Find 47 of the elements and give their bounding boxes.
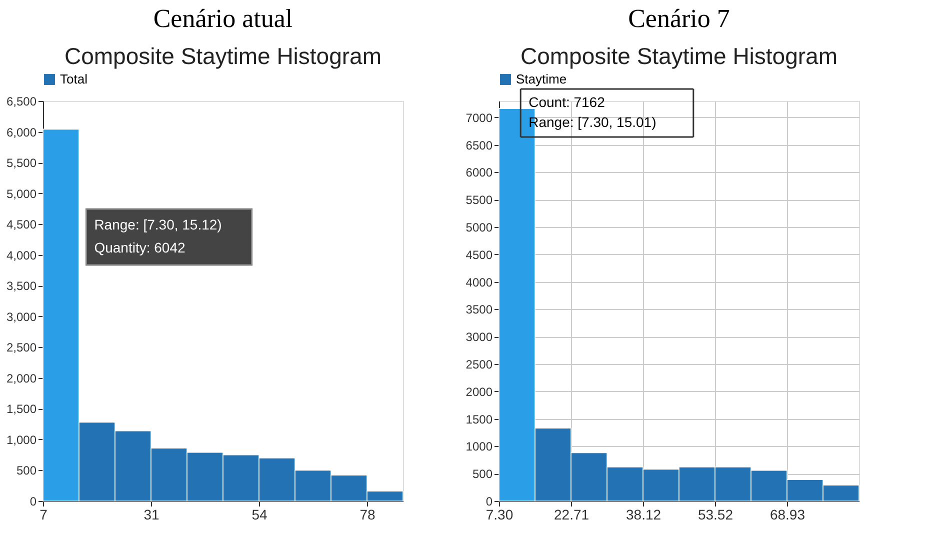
y-tick-label: 4000 bbox=[466, 275, 493, 290]
annotation: Range: [7.30, 15.12) bbox=[94, 216, 222, 232]
x-tick-label: 22.71 bbox=[554, 506, 590, 522]
legend-label: Total bbox=[60, 72, 88, 86]
chart-subtitle: Composite Staytime Histogram bbox=[64, 43, 382, 69]
y-tick-label: 6,500 bbox=[6, 94, 37, 108]
annotation: Count: 7162 bbox=[528, 94, 606, 110]
legend-label: Staytime bbox=[516, 72, 567, 86]
y-tick-label: 500 bbox=[16, 464, 37, 478]
x-tick-label: 31 bbox=[144, 506, 160, 522]
y-tick-label: 1500 bbox=[466, 412, 493, 426]
x-tick-label: 7 bbox=[40, 506, 48, 522]
y-tick-label: 4500 bbox=[466, 248, 493, 262]
y-tick-label: 6500 bbox=[466, 138, 493, 152]
y-tick-label: 2500 bbox=[466, 358, 493, 372]
y-tick-label: 5,000 bbox=[6, 186, 37, 201]
y-tick-label: 7000 bbox=[466, 110, 493, 125]
y-tick-label: 1,500 bbox=[6, 402, 37, 416]
x-tick-label: 53.52 bbox=[698, 506, 734, 522]
x-tick-label: 78 bbox=[360, 506, 376, 522]
y-tick-label: 4,500 bbox=[6, 218, 37, 232]
y-tick-label: 0 bbox=[486, 494, 493, 508]
y-tick-label: 0 bbox=[30, 494, 37, 508]
chart-subtitle: Composite Staytime Histogram bbox=[520, 43, 838, 69]
y-tick-label: 3,500 bbox=[6, 279, 37, 294]
y-tick-label: 2,000 bbox=[6, 371, 37, 386]
y-tick-label: 3,000 bbox=[6, 310, 37, 324]
y-tick-label: 5000 bbox=[466, 220, 493, 235]
x-tick-label: 7.30 bbox=[486, 506, 514, 522]
y-tick-label: 1,000 bbox=[6, 432, 37, 447]
x-tick-label: 38.12 bbox=[626, 506, 662, 522]
y-tick-label: 3500 bbox=[466, 302, 493, 317]
y-tick-label: 2,500 bbox=[6, 340, 37, 355]
y-tick-label: 6,000 bbox=[6, 125, 37, 140]
y-tick-label: 6000 bbox=[466, 166, 493, 180]
x-tick-label: 68.93 bbox=[770, 506, 806, 522]
y-tick-label: 500 bbox=[472, 467, 493, 482]
y-tick-label: 3000 bbox=[466, 330, 493, 344]
chart-title: Cenário atual bbox=[153, 4, 293, 33]
y-tick-label: 5,500 bbox=[6, 156, 37, 170]
y-tick-label: 2000 bbox=[466, 384, 493, 399]
x-tick-label: 54 bbox=[252, 506, 268, 522]
y-tick-label: 5500 bbox=[466, 193, 493, 208]
y-tick-label: 1000 bbox=[466, 440, 493, 454]
annotation: Quantity: 6042 bbox=[94, 240, 186, 256]
chart-title: Cenário 7 bbox=[628, 4, 730, 33]
y-tick-label: 4,000 bbox=[6, 248, 37, 262]
